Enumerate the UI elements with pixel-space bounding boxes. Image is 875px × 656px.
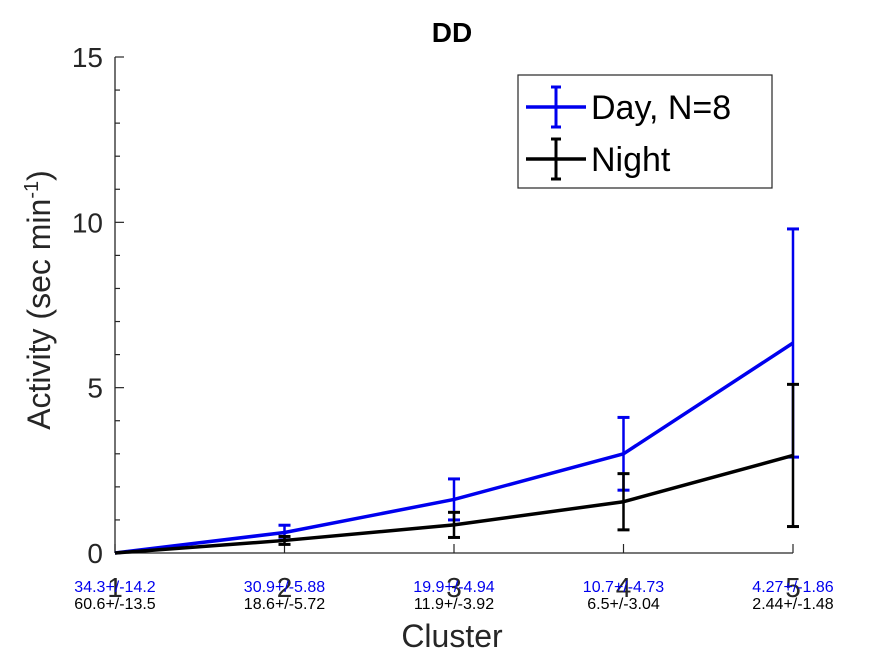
annotations: 34.3+/-14.2 30.9+/-5.88 19.9+/-4.94 10.7+/-… (74, 579, 834, 613)
data-annotation: 11.9+/-3.92 (414, 596, 494, 613)
y-tick-label: 5 (87, 373, 103, 404)
series-layer (114, 227, 799, 555)
data-annotation: 60.6+/-13.5 (74, 596, 156, 613)
chart-title: DD (432, 17, 472, 48)
y-axis-label-sup: -1 (21, 181, 43, 199)
x-axis-label: Cluster (401, 618, 503, 654)
y-tick-label: 0 (87, 538, 103, 569)
y-tick-label: 10 (72, 207, 103, 238)
data-annotation: 10.7+/-4.73 (583, 579, 665, 596)
series-2 (114, 382, 799, 555)
data-annotation: 18.6+/-5.72 (244, 596, 326, 613)
data-annotation: 6.5+/-3.04 (587, 596, 660, 613)
legend-label: Night (591, 141, 671, 179)
x-tick-label: 4 (616, 572, 632, 603)
legend-box (517, 74, 773, 189)
y-tick-label: 15 (72, 42, 103, 73)
x-tick-label: 1 (107, 572, 123, 603)
series-1 (114, 227, 799, 555)
x-tick-label: 3 (446, 572, 462, 603)
data-annotation: 2.44+/-1.48 (752, 596, 834, 613)
y-axis-label: Activity (sec min-1) (21, 170, 57, 430)
legend-label: Day, N=8 (591, 89, 731, 127)
x-tick-label: 2 (277, 572, 293, 603)
y-axis-label-close: ) (21, 170, 57, 181)
data-annotation: 19.9+/-4.94 (413, 579, 495, 596)
axes: 0 5 10 15 1 2 3 4 5 (72, 42, 801, 603)
data-annotation: 4.27+/-1.86 (752, 579, 834, 596)
data-annotation: 34.3+/-14.2 (74, 579, 156, 596)
x-tick-label: 5 (785, 572, 801, 603)
legend: Day, N=8 Night (517, 74, 773, 189)
data-annotation: 30.9+/-5.88 (244, 579, 326, 596)
y-axis-label-main: Activity (sec min (21, 199, 57, 430)
